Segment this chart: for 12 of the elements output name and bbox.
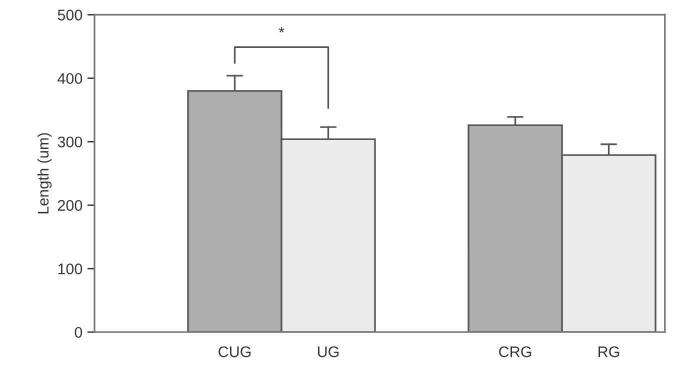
y-axis-title: Length (um)	[37, 133, 52, 214]
x-tick-label: CRG	[499, 346, 532, 358]
x-tick-label: UG	[318, 346, 339, 358]
x-tick-label: RG	[598, 346, 620, 358]
y-tick-label: 300	[58, 136, 82, 148]
y-tick-label: 200	[58, 200, 82, 211]
y-tick-label: 400	[58, 73, 82, 84]
y-tick-label: 100	[58, 264, 82, 274]
annotation: *	[278, 27, 284, 32]
x-tick-label: CUG	[218, 346, 251, 358]
y-tick-label: 0	[74, 326, 82, 338]
y-tick-label: 500	[58, 10, 82, 20]
